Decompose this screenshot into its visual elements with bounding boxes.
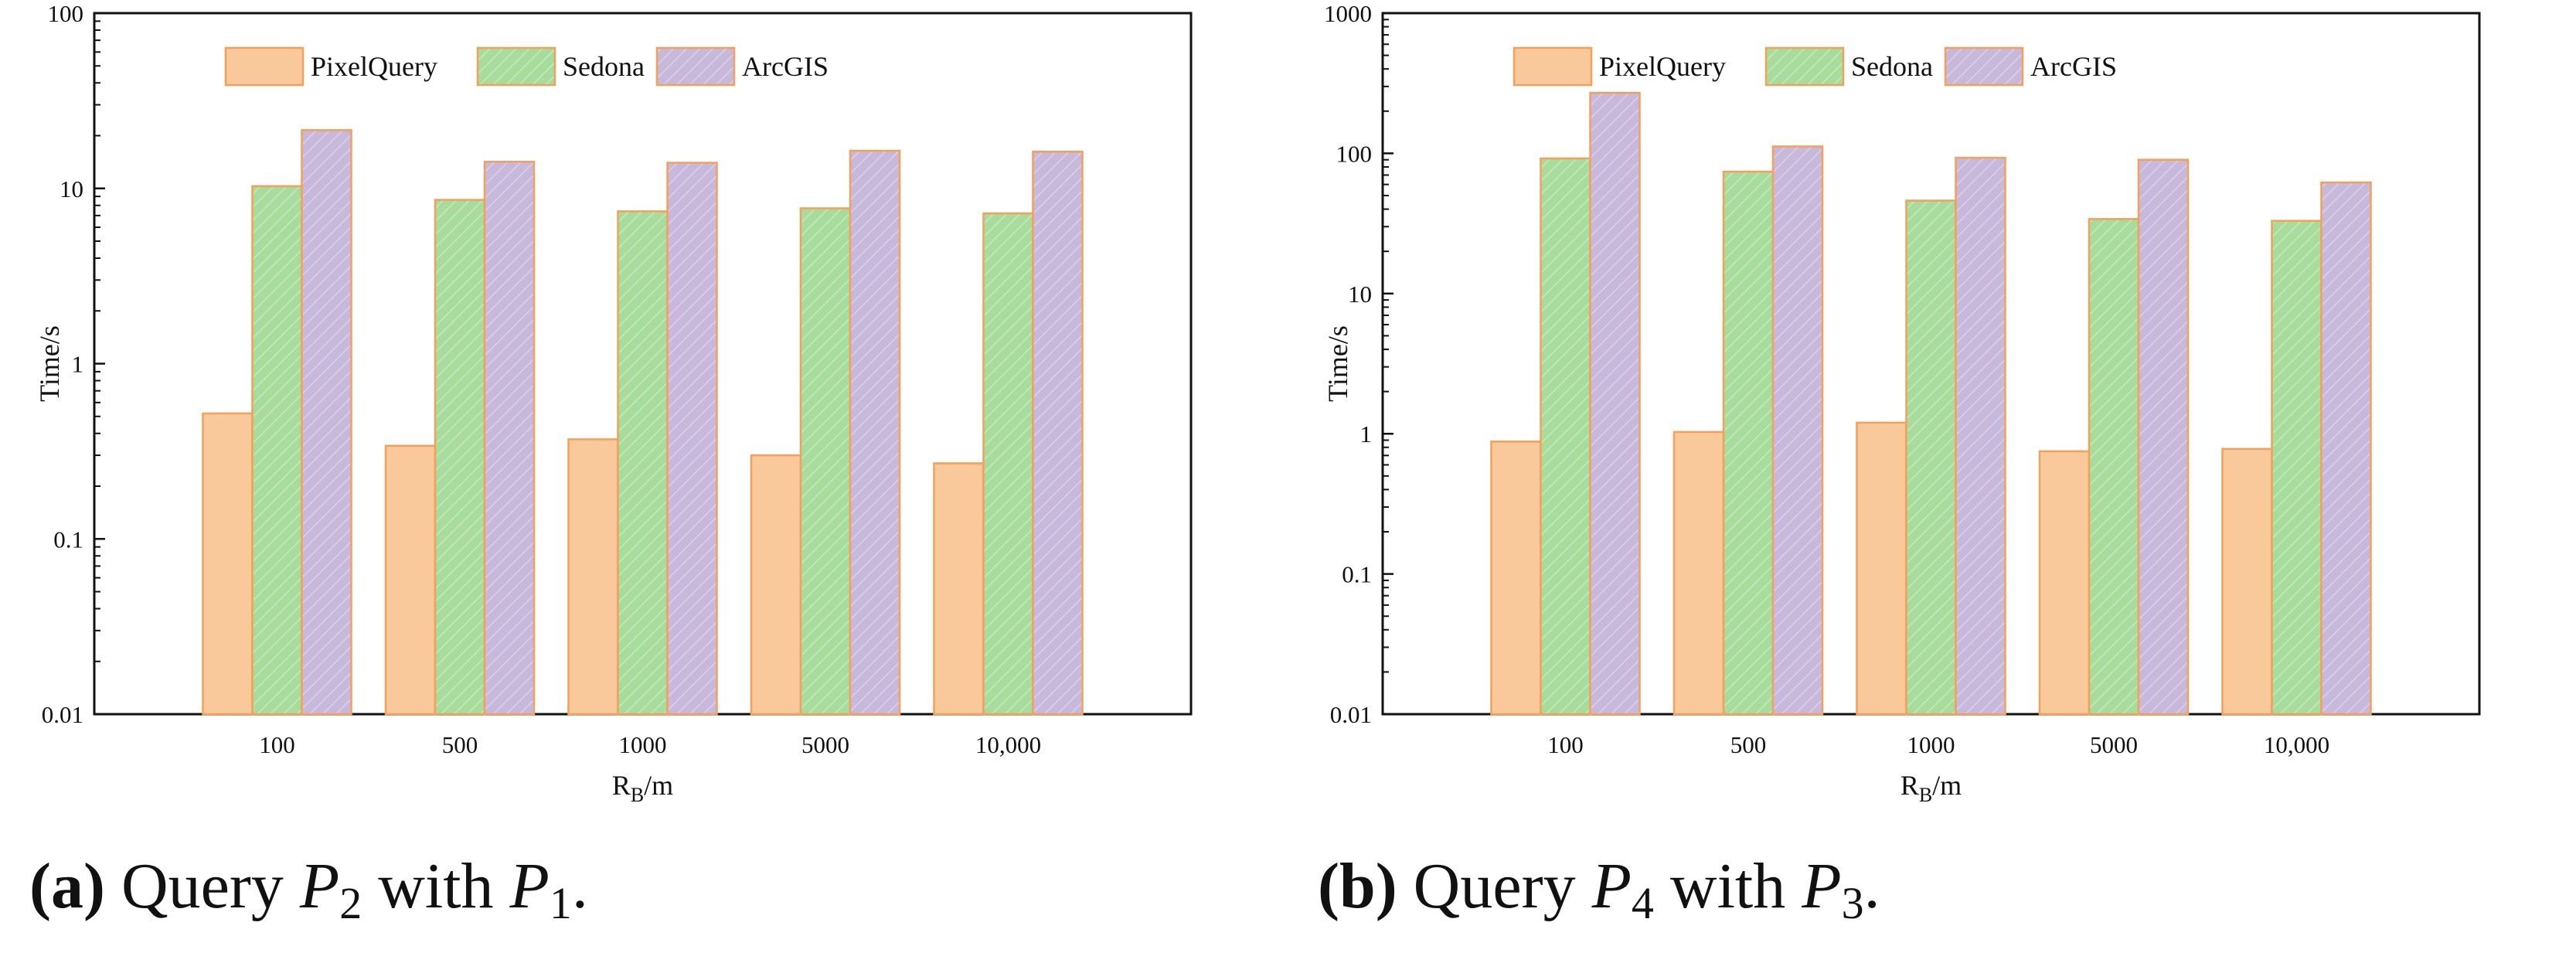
y-tick-label: 0.1 — [1342, 561, 1372, 588]
caption-label: (a) — [29, 850, 105, 922]
bar-sedona-100 — [1540, 157, 1591, 716]
caption-symbol: P — [1591, 850, 1632, 922]
bar-sedona-1000 — [617, 210, 669, 716]
bar-arcgis-100 — [301, 129, 352, 716]
legend-item-pixelquery: PixelQuery — [1513, 46, 1726, 87]
caption-text: with — [1669, 850, 1786, 922]
y-tick-label: 1 — [72, 351, 84, 378]
caption-symbol: P — [1802, 850, 1842, 922]
bar-sedona-10000 — [982, 212, 1034, 716]
y-tick-label: 1000 — [1324, 0, 1372, 27]
bar-pixelquery-10000 — [2221, 448, 2273, 716]
y-tick-label: 100 — [48, 0, 84, 27]
caption-subscript: 1 — [549, 878, 572, 928]
bar-arcgis-1000 — [1955, 156, 2006, 716]
caption-label: (b) — [1318, 850, 1397, 922]
legend-label: PixelQuery — [311, 51, 437, 82]
y-tick-label: 0.01 — [1330, 701, 1372, 728]
y-tick-label: 0.1 — [53, 526, 83, 553]
x-tick-label: 100 — [259, 731, 295, 758]
bar-sedona-5000 — [799, 207, 852, 716]
bar-pixelquery-500 — [384, 444, 437, 716]
bar-sedona-10000 — [2271, 220, 2322, 716]
bar-pixelquery-500 — [1673, 431, 1725, 716]
legend-item-sedona: Sedona — [476, 46, 645, 87]
chart-panel-b: 0.01 0.1 1 10 100 1000 Time/s 100 500 1000 5000 10,… — [1288, 0, 2576, 953]
legend-item-arcgis: ArcGIS — [655, 46, 829, 87]
bar-pixelquery-100 — [1490, 441, 1542, 716]
caption-period: . — [1863, 850, 1880, 922]
chart-panel-a: 0.01 0.1 1 10 100 Time/s 100 500 1000 5000 10,000 R… — [29, 0, 1193, 926]
x-tick-label: 100 — [1547, 731, 1584, 758]
x-axis-label: RB/m — [612, 770, 673, 806]
bar-pixelquery-10000 — [933, 462, 985, 716]
bar-chart-a: 0.01 0.1 1 10 100 Time/s 100 500 1000 5000 10,000 R… — [34, 0, 1193, 806]
x-tick-label: 5000 — [2090, 731, 2138, 758]
x-tick-label: 1000 — [1907, 731, 1955, 758]
bar-arcgis-5000 — [849, 149, 901, 716]
legend-label: Sedona — [563, 51, 645, 82]
legend-swatch — [1513, 46, 1593, 87]
legend-swatch — [476, 46, 556, 87]
caption-a: (a) Query P2 with P1. — [29, 854, 588, 926]
y-tick-label: 0.01 — [42, 701, 83, 728]
caption-text: with — [378, 850, 494, 922]
bar-pixelquery-100 — [202, 412, 254, 716]
bar-pixelquery-1000 — [1856, 421, 1907, 716]
bar-sedona-500 — [1722, 170, 1775, 716]
bar-arcgis-1000 — [666, 162, 718, 716]
bar-pixelquery-5000 — [750, 454, 802, 716]
legend-swatch — [1944, 46, 2024, 87]
bar-sedona-500 — [434, 199, 486, 716]
bar-arcgis-10000 — [2320, 181, 2372, 716]
legend-swatch — [1764, 46, 1845, 87]
x-tick-label: 10,000 — [2264, 731, 2329, 758]
caption-period: . — [571, 850, 588, 922]
x-axis-label: RB/m — [1901, 770, 1962, 806]
y-tick-label: 10 — [1348, 281, 1372, 308]
caption-b: (b) Query P4 with P3. — [1318, 854, 1880, 926]
caption-subscript: 4 — [1631, 878, 1654, 928]
y-axis-label: Time/s — [34, 325, 65, 402]
bar-sedona-5000 — [2088, 218, 2140, 716]
legend-label: PixelQuery — [1599, 51, 1726, 82]
legend-swatch — [655, 46, 736, 87]
x-tick-label: 500 — [442, 731, 478, 758]
bar-pixelquery-5000 — [2038, 450, 2091, 716]
legend-item-pixelquery: PixelQuery — [224, 46, 437, 87]
bar-arcgis-500 — [483, 160, 536, 716]
bar-sedona-1000 — [1905, 199, 1957, 716]
caption-text: Query — [1413, 850, 1576, 922]
caption-text: Query — [121, 850, 284, 922]
legend-item-sedona: Sedona — [1764, 46, 1933, 87]
legend-label: ArcGIS — [742, 51, 829, 82]
legend-item-arcgis: ArcGIS — [1944, 46, 2117, 87]
bar-arcgis-10000 — [1032, 150, 1084, 716]
bar-chart-b: 0.01 0.1 1 10 100 1000 Time/s 100 500 1000 5000 10,… — [1322, 0, 2481, 806]
y-tick-label: 1 — [1360, 420, 1373, 448]
caption-symbol: P — [509, 850, 550, 922]
legend-label: ArcGIS — [2030, 51, 2117, 82]
bar-arcgis-100 — [1589, 91, 1641, 716]
y-tick-label: 10 — [60, 175, 83, 203]
caption-subscript: 3 — [1841, 878, 1864, 928]
x-tick-label: 10,000 — [975, 731, 1041, 758]
legend-label: Sedona — [1851, 51, 1933, 82]
bar-sedona-100 — [251, 185, 303, 716]
x-tick-label: 5000 — [801, 731, 849, 758]
bar-arcgis-5000 — [2137, 158, 2190, 716]
caption-symbol: P — [299, 850, 340, 922]
bar-arcgis-500 — [1771, 145, 1824, 716]
y-tick-label: 100 — [1336, 140, 1373, 167]
legend-swatch — [224, 46, 305, 87]
x-tick-label: 500 — [1730, 731, 1767, 758]
caption-subscript: 2 — [339, 878, 362, 928]
x-tick-label: 1000 — [619, 731, 667, 758]
y-axis-label: Time/s — [1322, 325, 1353, 402]
bar-pixelquery-1000 — [567, 438, 619, 716]
